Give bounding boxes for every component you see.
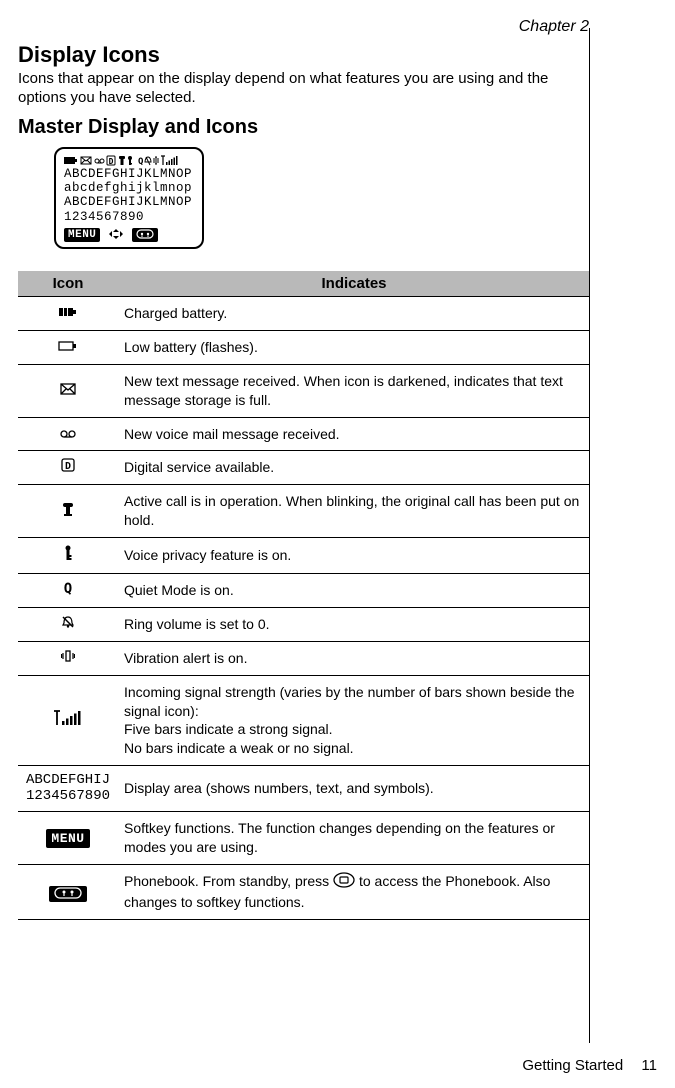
table-row: Low battery (flashes).	[18, 330, 590, 364]
phonebook-softkey-icon	[18, 864, 118, 919]
row-desc: Display area (shows numbers, text, and s…	[118, 766, 590, 812]
vertical-rule	[589, 28, 590, 1043]
svg-text:D: D	[65, 461, 71, 472]
voice-privacy-icon	[18, 538, 118, 574]
lcd-softkey-row: MENU	[64, 227, 194, 243]
header-indicates: Indicates	[118, 271, 590, 297]
table-row: New text message received. When icon is …	[18, 364, 590, 417]
page: Chapter 2 Display Icons Icons that appea…	[0, 0, 675, 1088]
svg-text:Q: Q	[64, 581, 72, 595]
row-desc: Ring volume is set to 0.	[118, 607, 590, 641]
table-row: Ring volume is set to 0.	[18, 607, 590, 641]
battery-full-icon	[18, 297, 118, 331]
table-row: New voice mail message received.	[18, 417, 590, 451]
row-desc: Softkey functions. The function changes …	[118, 812, 590, 865]
digital-service-icon: D	[18, 451, 118, 485]
table-row: Voice privacy feature is on.	[18, 538, 590, 574]
svg-text:Q: Q	[138, 157, 144, 167]
row-desc: Incoming signal strength (varies by the …	[118, 675, 590, 766]
battery-low-icon	[18, 330, 118, 364]
lcd-text-line-3: ABCDEFGHIJKLMNOP	[64, 195, 194, 209]
lcd-text-line-4: 1234567890	[64, 210, 194, 224]
table-row: Charged battery.	[18, 297, 590, 331]
table-row: Phonebook. From standby, press to access…	[18, 864, 590, 919]
envelope-icon	[18, 364, 118, 417]
header-icon: Icon	[18, 271, 118, 297]
page-title: Display Icons	[18, 42, 590, 68]
table-row: Incoming signal strength (varies by the …	[18, 675, 590, 766]
nav-arrows-icon	[106, 227, 126, 243]
right-softkey-press-icon	[333, 872, 355, 893]
lcd-icon-row: D Q	[64, 155, 194, 167]
lcd-left-softkey: MENU	[64, 228, 100, 242]
row-desc-pre: Phonebook. From standby, press	[124, 873, 333, 889]
table-header-row: Icon Indicates	[18, 271, 590, 297]
voicemail-icon	[18, 417, 118, 451]
footer-page-number: 11	[641, 1057, 657, 1074]
footer-section: Getting Started	[522, 1057, 623, 1074]
row-desc: Voice privacy feature is on.	[118, 538, 590, 574]
table-row: Q Quiet Mode is on.	[18, 574, 590, 608]
lcd-right-softkey	[132, 228, 158, 242]
row-desc: Vibration alert is on.	[118, 641, 590, 675]
row-desc: Digital service available.	[118, 451, 590, 485]
table-row: Active call is in operation. When blinki…	[18, 485, 590, 538]
section-subtitle: Master Display and Icons	[18, 116, 590, 139]
active-call-icon	[18, 485, 118, 538]
signal-strength-icon	[18, 675, 118, 766]
page-footer: Getting Started 11	[522, 1057, 657, 1074]
vibration-icon	[18, 641, 118, 675]
menu-softkey-icon: MENU	[18, 812, 118, 865]
quiet-mode-icon: Q	[18, 574, 118, 608]
chapter-label: Chapter 2	[18, 18, 657, 36]
row-desc: Active call is in operation. When blinki…	[118, 485, 590, 538]
display-area-icon: ABCDEFGHIJ 1234567890	[18, 766, 118, 812]
table-row: D Digital service available.	[18, 451, 590, 485]
svg-text:D: D	[109, 157, 114, 166]
lcd-screen: D Q	[54, 147, 204, 250]
lcd-figure: D Q	[54, 147, 590, 250]
ring-volume-zero-icon	[18, 607, 118, 641]
row-desc: Low battery (flashes).	[118, 330, 590, 364]
row-desc: Quiet Mode is on.	[118, 574, 590, 608]
row-desc: Charged battery.	[118, 297, 590, 331]
intro-paragraph: Icons that appear on the display depend …	[18, 70, 590, 108]
table-row: MENU Softkey functions. The function cha…	[18, 812, 590, 865]
row-desc: Phonebook. From standby, press to access…	[118, 864, 590, 919]
table-row: ABCDEFGHIJ 1234567890 Display area (show…	[18, 766, 590, 812]
lcd-text-line-2: abcdefghijklmnop	[64, 181, 194, 195]
row-desc: New voice mail message received.	[118, 417, 590, 451]
icon-table: Icon Indicates Charged battery. Low batt…	[18, 271, 590, 920]
row-desc: New text message received. When icon is …	[118, 364, 590, 417]
lcd-text-line-1: ABCDEFGHIJKLMNOP	[64, 167, 194, 181]
content-area: Display Icons Icons that appear on the d…	[18, 42, 590, 920]
table-row: Vibration alert is on.	[18, 641, 590, 675]
